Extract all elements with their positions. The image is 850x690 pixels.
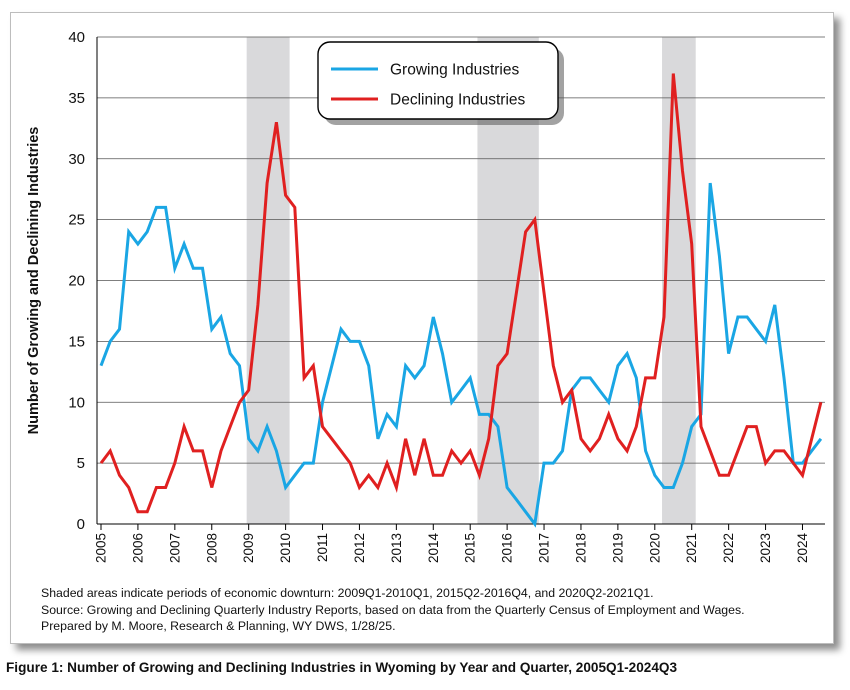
x-tick-label: 2008 — [204, 533, 219, 563]
note-prepared-by: Prepared by M. Moore, Research & Plannin… — [41, 619, 396, 633]
x-tick-label: 2012 — [352, 533, 367, 563]
x-tick-label: 2023 — [758, 533, 773, 563]
x-tick-label: 2009 — [241, 533, 256, 563]
figure-frame: 0 5 10 15 20 25 30 35 40 2005 2006 2007 2008 2009 2010… — [10, 12, 834, 644]
note-source: Source: Growing and Declining Quarterly … — [41, 602, 745, 617]
y-axis-title: Number of Growing and Declining Industri… — [26, 127, 42, 435]
y-tick-label: 5 — [77, 455, 85, 472]
y-tick-label: 35 — [68, 90, 85, 107]
x-tick-label: 2015 — [463, 533, 478, 563]
x-tick-label: 2006 — [130, 533, 145, 563]
x-tick-label: 2014 — [426, 533, 441, 564]
x-tick-label: 2005 — [94, 533, 109, 563]
y-tick-label: 25 — [68, 212, 85, 229]
x-tick-label: 2024 — [795, 533, 810, 564]
x-tick-label: 2018 — [573, 533, 588, 563]
x-tick-label: 2021 — [684, 533, 699, 563]
line-chart: 0 5 10 15 20 25 30 35 40 2005 2006 2007 2008 2009 2010… — [26, 29, 825, 564]
y-tick-label: 40 — [68, 29, 85, 46]
x-tick-label: 2022 — [721, 533, 736, 563]
figure-caption: Figure 1: Number of Growing and Declinin… — [6, 660, 678, 675]
chart-notes: Shaded areas indicate periods of economi… — [41, 585, 821, 635]
x-tick-label: 2007 — [167, 533, 182, 563]
y-tick-label: 10 — [68, 394, 85, 411]
legend-label-growing-industries: Growing Industries — [390, 62, 519, 79]
x-tick-label: 2016 — [500, 533, 515, 563]
y-tick-label: 20 — [68, 273, 85, 290]
legend: Growing Industries Declining Industries — [317, 41, 564, 125]
x-tick-label: 2020 — [647, 533, 662, 563]
note-shaded-areas: Shaded areas indicate periods of economi… — [41, 586, 654, 600]
x-tick-label: 2017 — [537, 533, 552, 563]
x-tick-label: 2019 — [610, 533, 625, 563]
series-line-declining-industries — [99, 73, 823, 514]
y-tick-label: 30 — [68, 151, 85, 168]
legend-label-declining-industries: Declining Industries — [390, 92, 526, 109]
y-tick-label: 0 — [77, 516, 85, 533]
x-tick-label: 2013 — [389, 533, 404, 563]
x-tick-label: 2011 — [315, 533, 330, 562]
y-tick-label: 15 — [68, 333, 85, 350]
x-tick-label: 2010 — [278, 533, 293, 563]
